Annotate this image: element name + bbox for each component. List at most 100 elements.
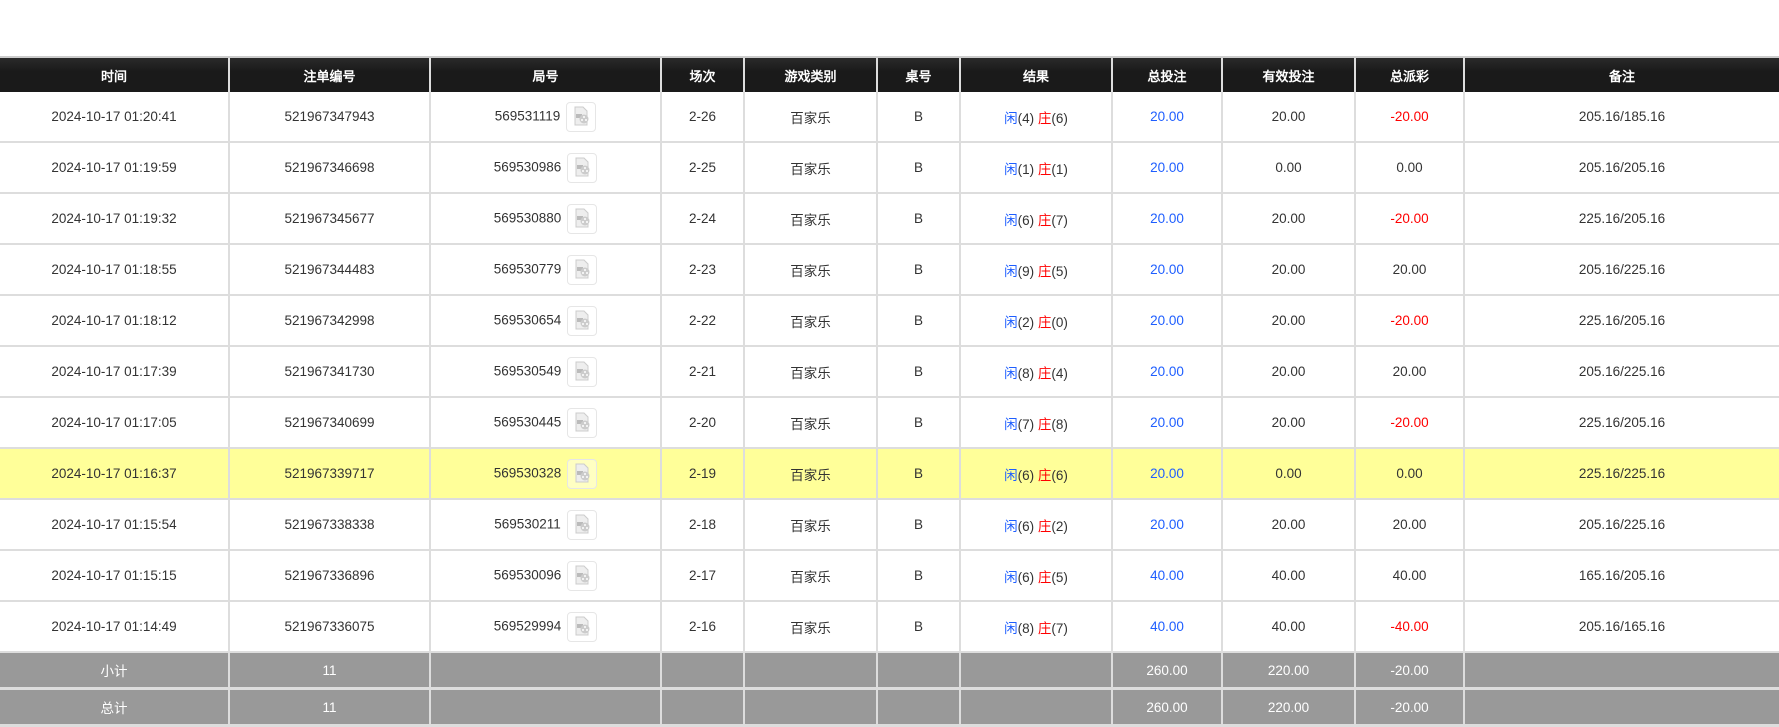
banker-label: 庄 — [1037, 110, 1052, 126]
note-cell: 205.16/225.16 — [1463, 499, 1779, 551]
table-row: 2024-10-17 01:18:55 521967344483 569530779… — [0, 244, 1779, 296]
result-cell: 闲(1) 庄(1) — [959, 142, 1112, 194]
table-no-cell: B — [876, 142, 960, 194]
player-score: (6) — [1017, 467, 1035, 483]
shoe-cell: 2-25 — [660, 142, 744, 194]
banker-label: 庄 — [1037, 569, 1052, 585]
result-cell: 闲(6) 庄(5) — [959, 550, 1112, 602]
game-replay-icon[interactable] — [567, 560, 598, 591]
banker-label: 庄 — [1037, 263, 1052, 279]
table-row: 2024-10-17 01:16:37 521967339717 569530328… — [0, 448, 1779, 500]
table-no-cell: B — [876, 346, 960, 398]
table-no-cell: B — [876, 244, 960, 296]
note-cell: 165.16/205.16 — [1463, 550, 1779, 602]
game-replay-icon[interactable] — [567, 203, 598, 234]
footer-valid-bet: 220.00 — [1221, 652, 1355, 690]
footer-total-bet: 260.00 — [1111, 688, 1222, 727]
bet-id-cell: 521967340699 — [228, 397, 430, 449]
empty-cell — [743, 688, 877, 727]
result-cell: 闲(2) 庄(0) — [959, 295, 1112, 347]
column-header-valid-bet: 有效投注 — [1221, 56, 1355, 92]
result-cell: 闲(7) 庄(8) — [959, 397, 1112, 449]
round-number: 569531119 — [494, 108, 561, 124]
player-score: (4) — [1017, 110, 1035, 126]
game-replay-icon[interactable] — [567, 356, 598, 387]
time-cell: 2024-10-17 01:14:49 — [0, 601, 229, 653]
game-replay-icon[interactable] — [567, 458, 598, 489]
banker-score: (5) — [1051, 263, 1068, 279]
note-cell: 225.16/225.16 — [1463, 448, 1779, 500]
bet-id-cell: 521967341730 — [228, 346, 430, 398]
column-header-time: 时间 — [0, 56, 229, 92]
time-cell: 2024-10-17 01:18:12 — [0, 295, 229, 347]
column-header-result: 结果 — [959, 56, 1112, 92]
time-cell: 2024-10-17 01:19:32 — [0, 193, 229, 245]
shoe-cell: 2-18 — [660, 499, 744, 551]
game-type-cell: 百家乐 — [743, 448, 877, 500]
game-type-cell: 百家乐 — [743, 92, 877, 143]
bet-records-table: 时间 注单编号 局号 场次 游戏类别 桌号 结果 总投注 有效投注 总派彩 备注 2024-10-1… — [0, 56, 1779, 727]
game-replay-icon[interactable] — [567, 305, 598, 336]
payout-cell: -20.00 — [1354, 397, 1464, 449]
note-cell: 225.16/205.16 — [1463, 397, 1779, 449]
note-cell: 205.16/205.16 — [1463, 142, 1779, 194]
result-cell: 闲(8) 庄(4) — [959, 346, 1112, 398]
table-row: 2024-10-17 01:20:41 521967347943 569531119… — [0, 92, 1779, 143]
game-replay-icon[interactable] — [567, 407, 598, 438]
footer-label: 小计 — [0, 652, 229, 690]
banker-label: 庄 — [1037, 620, 1052, 636]
table-row: 2024-10-17 01:18:12 521967342998 569530654… — [0, 295, 1779, 347]
player-label: 闲 — [1004, 467, 1018, 483]
column-header-bet-id: 注单编号 — [228, 56, 430, 92]
shoe-cell: 2-24 — [660, 193, 744, 245]
game-replay-icon[interactable] — [567, 611, 598, 642]
game-replay-icon[interactable] — [567, 254, 598, 285]
game-replay-icon[interactable] — [566, 509, 597, 540]
shoe-cell: 2-21 — [660, 346, 744, 398]
round-cell: 569530549 — [429, 346, 661, 398]
table-no-cell: B — [876, 550, 960, 602]
valid-bet-cell: 20.00 — [1221, 295, 1355, 347]
round-number: 569530880 — [493, 210, 562, 226]
valid-bet-cell: 0.00 — [1221, 448, 1355, 500]
bet-id-cell: 521967336896 — [228, 550, 430, 602]
round-cell: 569530096 — [429, 550, 661, 602]
empty-cell — [429, 688, 661, 727]
column-header-payout: 总派彩 — [1354, 56, 1464, 92]
player-label: 闲 — [1004, 620, 1018, 636]
empty-cell — [429, 652, 661, 690]
empty-cell — [1463, 652, 1779, 690]
table-row: 2024-10-17 01:17:39 521967341730 569530549… — [0, 346, 1779, 398]
round-cell: 569530779 — [429, 244, 661, 296]
payout-cell: 20.00 — [1354, 346, 1464, 398]
table-no-cell: B — [876, 601, 960, 653]
time-cell: 2024-10-17 01:18:55 — [0, 244, 229, 296]
total-row: 总计 11 260.00 220.00 -20.00 — [0, 688, 1779, 727]
total-bet-cell: 20.00 — [1111, 295, 1222, 347]
player-label: 闲 — [1004, 263, 1018, 279]
banker-score: (7) — [1051, 620, 1068, 636]
total-bet-cell: 40.00 — [1111, 550, 1222, 602]
banker-score: (6) — [1051, 110, 1068, 126]
game-type-cell: 百家乐 — [743, 295, 877, 347]
game-type-cell: 百家乐 — [743, 499, 877, 551]
payout-cell: 0.00 — [1354, 448, 1464, 500]
player-score: (8) — [1017, 365, 1035, 381]
round-cell: 569531119 — [429, 92, 661, 143]
game-replay-icon[interactable] — [567, 152, 598, 183]
game-replay-icon[interactable] — [566, 101, 597, 132]
bet-id-cell: 521967347943 — [228, 92, 430, 143]
payout-cell: -20.00 — [1354, 295, 1464, 347]
footer-valid-bet: 220.00 — [1221, 688, 1355, 727]
column-header-round: 局号 — [429, 56, 661, 92]
time-cell: 2024-10-17 01:16:37 — [0, 448, 229, 500]
note-cell: 205.16/225.16 — [1463, 346, 1779, 398]
table-row: 2024-10-17 01:15:54 521967338338 569530211… — [0, 499, 1779, 551]
empty-cell — [959, 652, 1112, 690]
banker-label: 庄 — [1037, 416, 1052, 432]
footer-label: 总计 — [0, 688, 229, 727]
bet-id-cell: 521967338338 — [228, 499, 430, 551]
player-score: (6) — [1017, 569, 1035, 585]
empty-cell — [660, 688, 744, 727]
player-score: (7) — [1017, 416, 1035, 432]
